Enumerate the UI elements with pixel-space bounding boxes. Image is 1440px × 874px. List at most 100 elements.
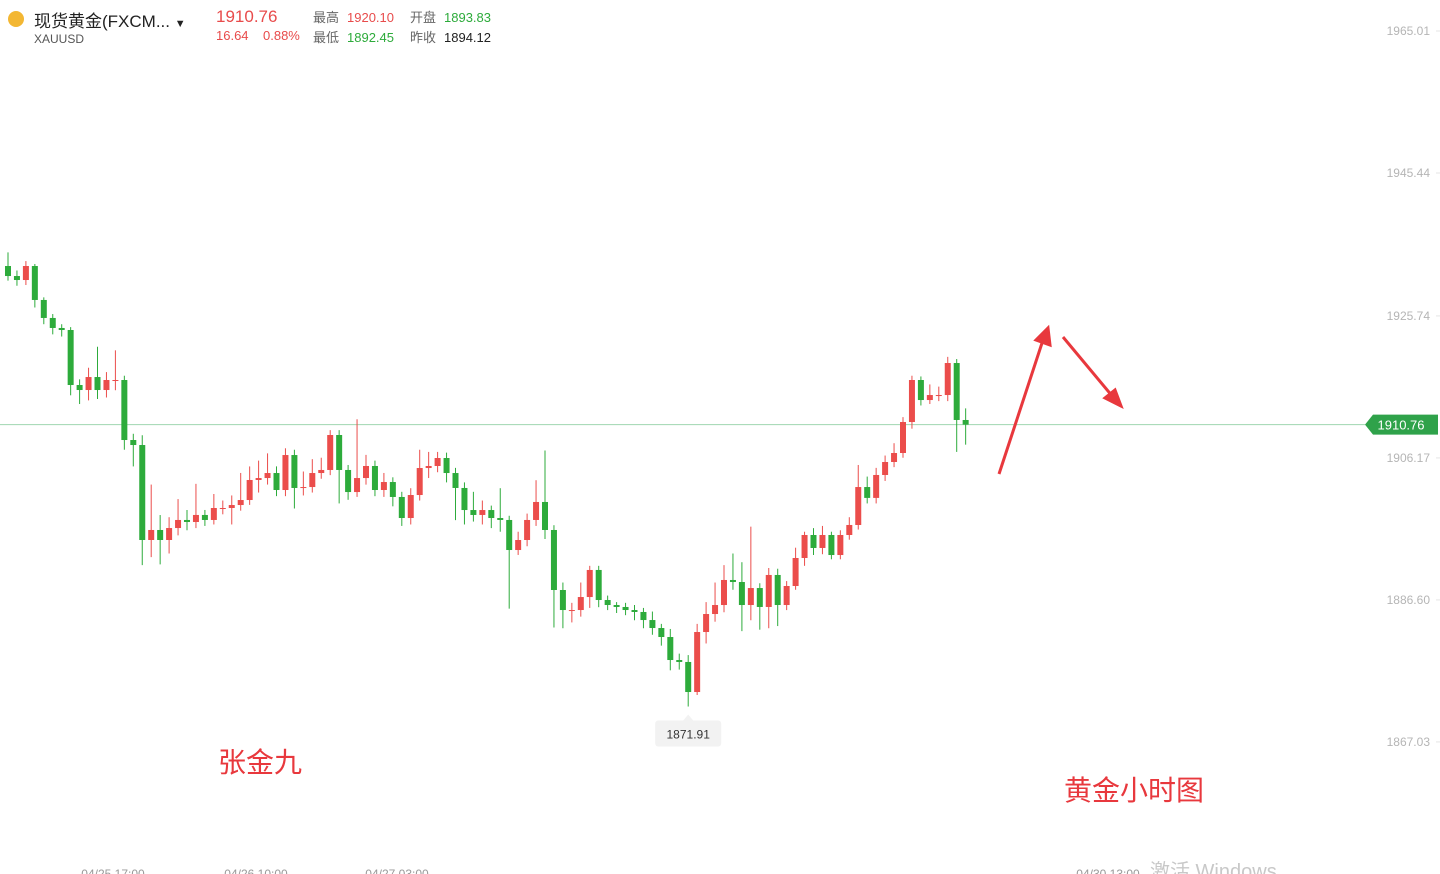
candle-body [765,574,772,607]
candle-body [559,589,566,611]
candle-body [658,628,665,638]
candle-body [721,579,727,606]
candle-body [738,582,745,606]
candle-body [31,266,38,300]
candle-body [962,419,969,425]
candle-body [613,605,620,607]
candle-body [533,501,540,520]
candle-body [488,510,495,519]
stat-label: 开盘 [410,10,437,25]
candle-body [515,540,522,551]
candle-body [237,500,244,506]
y-tick-label: 1965.01 [1387,24,1431,38]
candle-body [640,611,647,621]
candle-body [121,380,128,441]
symbol-name[interactable]: 现货黄金(FXCM... ▼ [34,12,186,31]
candle-body [524,519,531,541]
candle-body [112,380,119,382]
candle-body [685,661,692,693]
stat-label: 最高 [313,10,340,25]
stat: 最高 1920.10 [313,7,394,26]
candle-body [622,606,629,611]
price: 1910.76 [216,7,278,26]
min-label-pointer [683,714,694,721]
candle-body [747,588,754,606]
watermark: 激活 Windows [1150,860,1277,874]
min-label: 1871.91 [667,728,711,742]
candle-body [58,327,65,331]
candle-body [22,266,29,281]
candle-body [542,501,548,530]
stat: 昨收 1894.12 [410,27,491,46]
candle-body [49,317,56,328]
candle-body [246,479,253,501]
arrow-down [1061,336,1115,398]
name-text: 现货黄金(FXCM... [34,12,170,31]
candle-body [354,478,361,493]
candle-body [166,528,173,541]
candle-body [479,510,486,515]
candle-body [873,474,880,498]
candle-body [67,330,74,386]
candle-body [264,473,271,479]
candle-body [819,534,826,548]
candle-body [935,395,942,397]
candle-body [228,505,235,509]
y-tick-label: 1925.74 [1387,309,1431,323]
candle-body [345,469,352,493]
candle-body [774,574,781,606]
candle-body [917,380,924,401]
candle-body [192,514,199,523]
candle-body [76,385,83,391]
candle-body [443,458,450,474]
stat-value: 1892.45 [347,30,395,45]
symbol-icon [8,11,24,27]
min-label-box [655,720,722,747]
candle-body [416,468,423,496]
candle-body [783,586,790,606]
candle-body [855,487,862,525]
candle-body [300,487,307,489]
stat-label: 最低 [313,30,340,45]
candle-body [461,487,468,511]
candle-body [577,597,584,611]
candle-body [864,487,871,498]
candle-body [148,529,155,541]
candle-body [649,620,656,629]
candle-body [371,465,378,491]
candle-body [756,588,763,607]
candle-body [201,514,208,520]
y-tick-label: 1906.17 [1387,451,1431,465]
stat-value: 1893.83 [444,10,492,25]
candle-body [568,610,575,612]
arrow-head [1033,324,1052,348]
candle-body [407,495,414,519]
candle-body [506,519,513,551]
candle-body [828,534,835,556]
candle-body [255,478,262,480]
x-tick-label: 04/30 13:00 [1076,867,1140,874]
candle-body [667,637,674,661]
y-tick-label: 1886.60 [1387,593,1431,607]
candle-body [175,519,182,529]
x-tick-label: 04/26 10:00 [224,867,288,874]
candle-body [157,529,164,541]
candle-body [389,482,396,497]
candle-body [944,363,951,396]
candle-body [318,469,325,474]
candle-body [103,380,110,391]
candle-body [282,455,289,491]
arrows [997,324,1124,475]
candle-body [595,569,602,601]
candle-body [219,508,226,510]
y-tick-label: 1867.03 [1387,735,1431,749]
candle-body [85,377,92,391]
candle-body [13,276,20,281]
candle-body [434,458,441,466]
candle-body [846,524,853,535]
candle-body [210,508,217,520]
candle-body [470,510,477,515]
candle-body [676,660,683,662]
candle-body [452,473,459,488]
price-tag [1365,414,1438,435]
